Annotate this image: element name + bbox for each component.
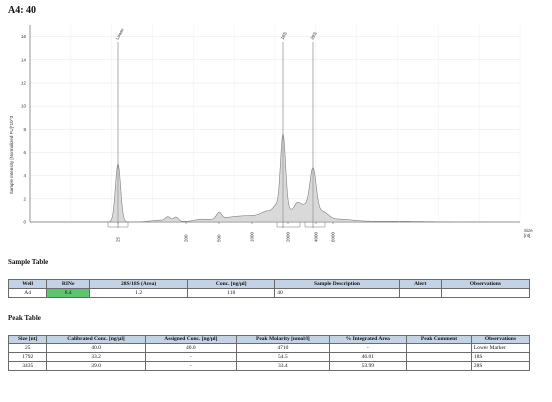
sample-table: Well RINe 28S/18S (Area) Conc. [ng/µl] Sampl… <box>7 279 531 298</box>
y-tick-label: 10 <box>21 104 27 109</box>
table-cell <box>406 352 472 362</box>
table-cell: 28S <box>470 361 531 371</box>
column-header: Observations <box>440 279 531 289</box>
rin-value: 8.4 <box>46 288 91 298</box>
table-cell: A4 <box>7 288 48 298</box>
table-cell: 1.2 <box>89 288 189 298</box>
x-tick-label: 4000 <box>314 231 319 242</box>
table-cell: Lower Marker <box>470 343 531 353</box>
y-tick-label: 4 <box>23 173 26 178</box>
column-header: Well <box>7 279 48 289</box>
table-cell: 25 <box>7 343 48 353</box>
sample-table-title: Sample Table <box>8 258 49 266</box>
table-cell <box>406 343 472 353</box>
table-cell: 118 <box>187 288 276 298</box>
y-tick-label: 6 <box>23 150 26 155</box>
x-tick-label: 2000 <box>286 231 291 242</box>
grid <box>29 25 521 223</box>
signal-trace <box>30 132 520 223</box>
column-header: Alert <box>398 279 442 289</box>
column-header: Calibrated Conc. [ng/µl] <box>46 335 146 344</box>
table-cell <box>398 288 442 298</box>
column-header: Peak Comment <box>406 335 472 344</box>
table-cell: 40.0 <box>144 343 238 353</box>
table-cell: 33.4 <box>236 361 330 371</box>
y-tick-label: 0 <box>23 220 26 225</box>
x-axis-label-unit: [nt] <box>524 233 530 238</box>
table-row: 3435 39.0-33.4 53.99 28S <box>7 361 531 371</box>
table-cell <box>440 288 531 298</box>
x-tick-label: 1000 <box>250 231 255 242</box>
table-cell: 4710 <box>236 343 330 353</box>
peak-marker-label: Lower <box>115 27 126 41</box>
peak-markers: Lower 18S 28S <box>107 27 326 228</box>
column-header: Conc. [ng/µl] <box>187 279 276 289</box>
y-tick-label: 16 <box>21 34 27 39</box>
table-cell: 54.5 <box>236 352 330 362</box>
table-row: 25 40.0 40.0 4710- Lower Marker <box>7 343 531 353</box>
table-cell: 40.0 <box>46 343 146 353</box>
region-bracket <box>276 222 301 228</box>
column-header: Peak Molarity [nmol/l] <box>236 335 330 344</box>
region-bracket <box>304 222 326 228</box>
electropherogram-chart: Lower 18S 28S 0 2 4 6 8 10 12 14 16 25 200 500 1000 200… <box>9 25 533 242</box>
table-cell: 1792 <box>7 352 48 362</box>
table-row: 1792 33.2-54.5 46.01 18S <box>7 352 531 362</box>
trace <box>30 132 520 223</box>
column-header: RINe <box>46 279 91 289</box>
y-tick-label: 14 <box>21 57 27 62</box>
y-axis-label: Sample Intensity [Normalized FU]*10^3 <box>9 115 14 194</box>
x-tick-label: 500 <box>217 234 222 242</box>
region-bracket <box>107 222 129 228</box>
table-cell: - <box>144 352 238 362</box>
tick-labels: 0 2 4 6 8 10 12 14 16 25 200 500 1000 2000 4000 6000 <box>21 34 336 242</box>
column-header: 28S/18S (Area) <box>89 279 189 289</box>
column-header: Size [nt] <box>7 335 48 344</box>
table-cell: 39.0 <box>46 361 146 371</box>
y-tick-label: 12 <box>21 80 27 85</box>
table-cell: 40 <box>274 288 400 298</box>
x-tick-label: 200 <box>184 234 189 242</box>
y-tick-label: 8 <box>23 127 26 132</box>
table-cell: 46.01 <box>328 352 408 362</box>
column-header: Observations <box>470 335 531 344</box>
column-header: Assigned Conc. [ng/µl] <box>144 335 238 344</box>
well-title: A4: 40 <box>8 5 37 16</box>
table-cell <box>406 361 472 371</box>
peak-table: Size [nt] Calibrated Conc. [ng/µl] Assigne… <box>7 335 531 371</box>
table-cell: - <box>144 361 238 371</box>
x-tick-label: 25 <box>116 236 121 242</box>
table-cell: 53.99 <box>328 361 408 371</box>
peak-table-title: Peak Table <box>8 314 41 322</box>
table-cell: 3435 <box>7 361 48 371</box>
table-cell: 33.2 <box>46 352 146 362</box>
x-axis-label: Size <box>524 228 533 233</box>
peak-marker-label: 18S <box>280 31 288 40</box>
table-row: A4 8.4 1.2 118 40 <box>7 288 531 298</box>
x-tick-label: 6000 <box>331 231 336 242</box>
table-cell: - <box>328 343 408 353</box>
column-header: % Integrated Area <box>328 335 408 344</box>
column-header: Sample Description <box>274 279 400 289</box>
peak-marker-label: 28S <box>310 31 318 40</box>
table-cell: 18S <box>470 352 531 362</box>
y-tick-label: 2 <box>23 196 26 201</box>
